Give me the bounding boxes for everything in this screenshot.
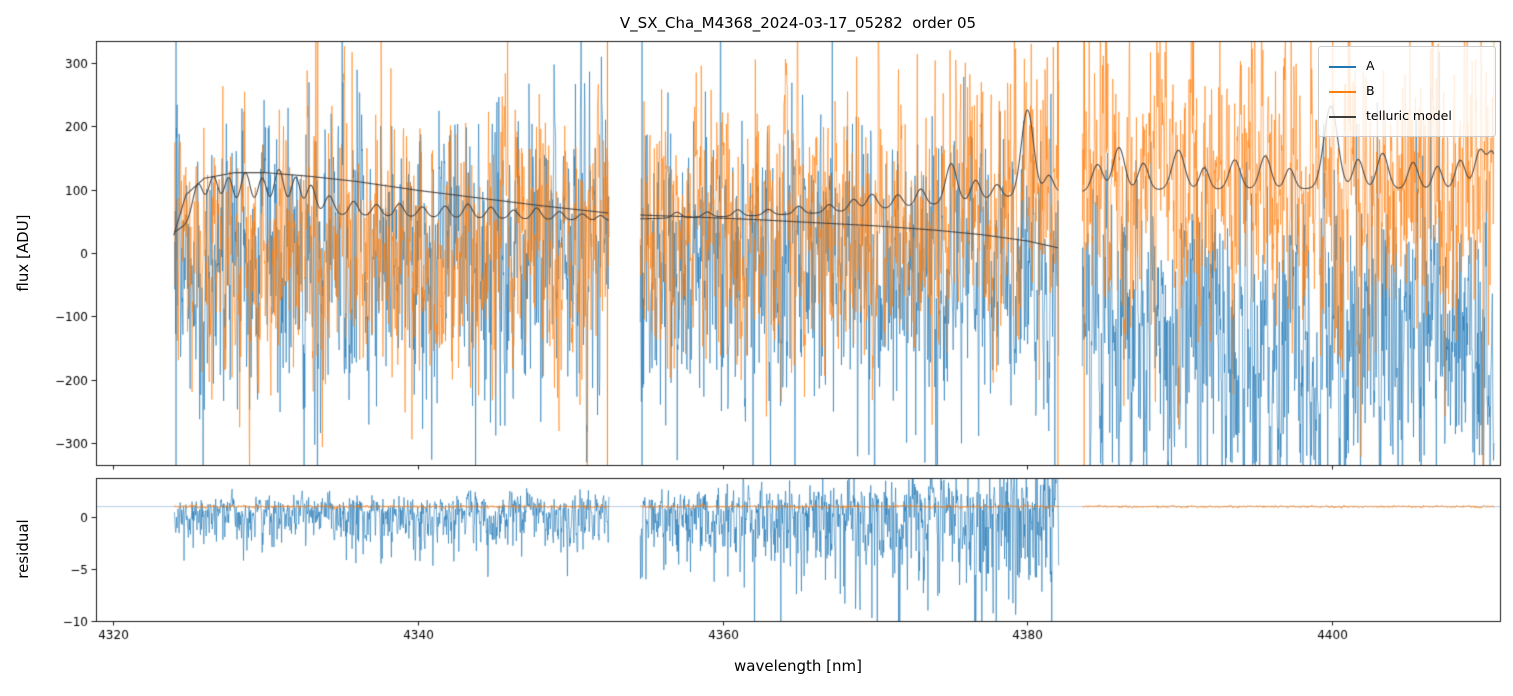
x-axis-label: wavelength [nm]	[734, 657, 862, 675]
legend-swatch-b	[1329, 90, 1356, 93]
legend-swatch-a	[1329, 65, 1356, 68]
flux-y-axis-label: flux [ADU]	[14, 214, 32, 292]
legend-label: A	[1366, 58, 1375, 74]
legend-entry-telluric-model: telluric model	[1329, 104, 1485, 129]
legend-label: telluric model	[1366, 108, 1452, 124]
legend-entry-a: A	[1329, 54, 1485, 79]
legend-swatch-telluric-model	[1329, 115, 1356, 118]
chart-title: V_SX_Cha_M4368_2024-03-17_05282 order 05	[619, 14, 977, 32]
legend-entry-b: B	[1329, 79, 1485, 104]
legend-label: B	[1366, 83, 1375, 99]
residual-y-axis-label: residual	[14, 519, 32, 579]
